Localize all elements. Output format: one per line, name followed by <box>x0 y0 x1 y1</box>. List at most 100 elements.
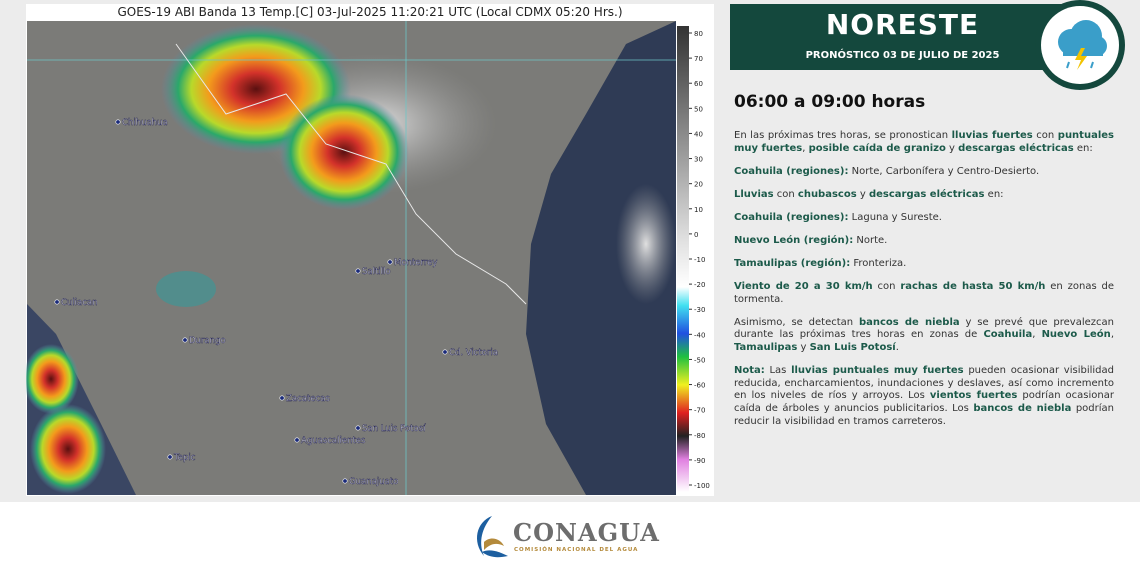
satellite-title: GOES-19 ABI Banda 13 Temp.[C] 03-Jul-202… <box>117 5 622 19</box>
paragraph: Coahuila (regiones): Norte, Carbonífera … <box>734 166 1114 179</box>
text: en: <box>984 188 1004 200</box>
tick-label: 60 <box>694 80 703 88</box>
city-dot <box>294 437 300 443</box>
paragraph: Lluvias con chubascos y descargas eléctr… <box>734 189 1114 202</box>
weather-icon-inner <box>1041 6 1119 84</box>
city-dot <box>54 299 60 305</box>
city-dot <box>387 259 393 265</box>
bold-text: Coahuila <box>734 165 783 177</box>
tick-label: -50 <box>694 356 705 364</box>
text: , <box>802 142 809 154</box>
text: con <box>1032 130 1058 141</box>
bold-text: Tamaulipas <box>734 342 798 354</box>
tick-label: -10 <box>694 256 705 264</box>
city-dot <box>342 478 348 484</box>
bold-text: bancos de niebla <box>973 402 1072 414</box>
tick-label: 50 <box>694 105 703 113</box>
paragraph: En las próximas tres horas, se pronostic… <box>734 130 1114 155</box>
city-label: Guanajuato <box>349 477 398 487</box>
city-label: Tepic <box>173 453 196 463</box>
tick-label: 30 <box>694 156 703 164</box>
paragraph: Nuevo León (región): Norte. <box>734 235 1114 248</box>
city-label: Zacatecas <box>286 394 330 404</box>
city-label: San Luis Potosí <box>362 424 426 434</box>
tick-label: 0 <box>694 231 698 239</box>
gulf-of-mexico <box>526 21 676 495</box>
brand-name: CONAGUA <box>513 518 660 547</box>
bold-text: descargas eléctricas <box>868 188 985 200</box>
paragraph: Coahuila (regiones): Laguna y Sureste. <box>734 212 1114 225</box>
city-dot <box>355 268 361 274</box>
bold-text: San Luis Potosí <box>809 342 896 354</box>
cloud-cell <box>156 271 216 307</box>
colorbar-ticks: 80 70 60 50 40 30 20 10 0 -10 -20 -30 -40 -50 -60 -70 -8… <box>689 30 710 490</box>
city-dot <box>279 395 285 401</box>
tick-label: -30 <box>694 306 705 314</box>
bold-text: (región): <box>800 234 854 246</box>
text: y <box>797 342 810 354</box>
city-dot <box>355 425 361 431</box>
tick-label: -60 <box>694 382 705 390</box>
text: en: <box>1073 142 1093 154</box>
forecast-panel: NORESTE PRONÓSTICO 03 DE JULIO DE 2025 0… <box>730 0 1130 498</box>
text: podrían ocasionar caída de árboles y anu… <box>734 390 1114 414</box>
paragraph: Asimismo, se detectan bancos de niebla y… <box>734 317 1114 355</box>
tick-label: -20 <box>694 281 705 289</box>
paragraph: Viento de 20 a 30 km/h con rachas de has… <box>734 281 1114 306</box>
text: Fronteriza. <box>850 258 907 270</box>
bold-text: vientos fuertes <box>929 390 1018 402</box>
text: Norte, Carbonífera y Centro-Desierto. <box>848 165 1040 177</box>
paragraph: Nota: Las lluvias puntuales muy fuertes … <box>734 365 1114 428</box>
city-label: Saltillo <box>362 267 391 277</box>
bold-text: Tamaulipas <box>734 258 798 270</box>
text: Las <box>764 365 792 377</box>
bold-text: Coahuila <box>734 211 783 223</box>
bold-text: lluvias puntuales muy fuertes <box>791 365 964 377</box>
tick-label: -100 <box>694 482 710 490</box>
header-banner: NORESTE PRONÓSTICO 03 DE JULIO DE 2025 <box>730 4 1075 70</box>
text: En las próximas tres horas, se pronostic… <box>734 130 952 141</box>
tick-label: 70 <box>694 55 703 63</box>
text: . <box>895 342 899 354</box>
bold-text: Nuevo León <box>734 234 801 246</box>
bold-text: (regiones): <box>782 165 849 177</box>
storm-cell <box>30 404 106 494</box>
weather-icon <box>1035 0 1125 90</box>
brand-tagline: COMISIÓN NACIONAL DEL AGUA <box>514 547 639 553</box>
bold-text: Lluvias <box>734 188 774 200</box>
region-title: NORESTE <box>825 8 980 41</box>
bold-text: lluvias fuertes <box>951 130 1033 141</box>
city-label: Chihuahua <box>122 118 168 128</box>
bold-text: descargas eléctricas <box>958 142 1074 154</box>
storm-cell <box>279 94 409 210</box>
border <box>175 43 527 305</box>
paragraph: Tamaulipas (región): Fronteriza. <box>734 258 1114 271</box>
tick-label: 40 <box>694 130 703 138</box>
bold-text: bancos de niebla <box>858 316 960 328</box>
city-label: Monterrey <box>394 258 437 268</box>
satellite-map: 80 70 60 50 40 30 20 10 0 -10 -20 -30 -40 -50 -60 -70 -8… <box>26 4 714 496</box>
colorbar <box>677 26 689 492</box>
city-dot <box>115 119 121 125</box>
content-area: 80 70 60 50 40 30 20 10 0 -10 -20 -30 -40 -50 -60 -70 -8… <box>0 0 1140 502</box>
city-dot <box>442 349 448 355</box>
storm-cell <box>26 344 79 414</box>
text: , <box>1032 329 1042 341</box>
city-dot <box>167 454 173 460</box>
city-label: Aguascalientes <box>301 436 366 446</box>
tick-label: -40 <box>694 331 705 339</box>
bold-text: Coahuila <box>983 329 1033 341</box>
bold-text: Nota: <box>734 365 765 377</box>
bold-text: Viento de 20 a 30 km/h <box>734 281 873 293</box>
text: pueden ocasionar visibilidad reducida, e… <box>734 365 1114 402</box>
text: Laguna y Sureste. <box>848 211 942 223</box>
text: y <box>945 142 959 154</box>
city-label: Cd. Victoria <box>449 348 498 358</box>
text: con <box>872 281 901 293</box>
bold-text: puntuales muy fuertes <box>734 130 1114 154</box>
storm-icon <box>1058 20 1107 70</box>
forecast-text: En las próximas tres horas, se pronostic… <box>734 130 1114 439</box>
